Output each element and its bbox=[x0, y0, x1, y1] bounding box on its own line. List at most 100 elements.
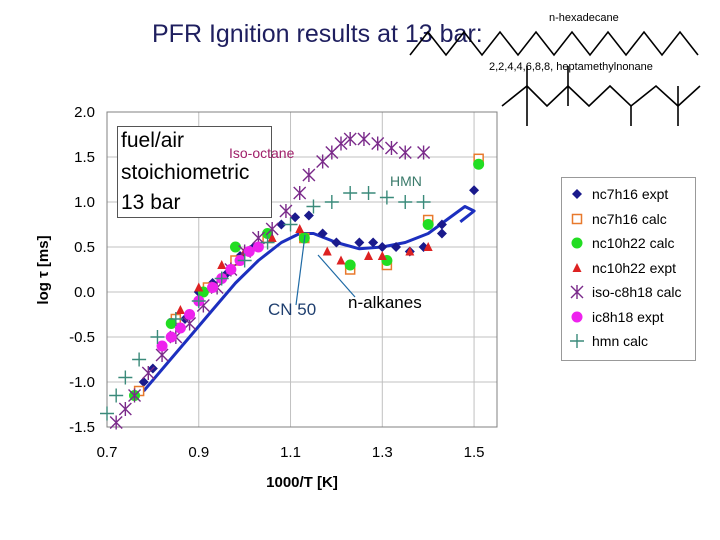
cn50-label: CN 50 bbox=[268, 300, 317, 319]
point-nc7h16_expt bbox=[391, 242, 402, 252]
point-nc10h22_expt bbox=[405, 246, 415, 256]
n-alkanes-pointer-line bbox=[317, 254, 356, 298]
y-tick-label: 1.5 bbox=[74, 149, 95, 166]
point-iso_c8h18_calc bbox=[302, 168, 316, 182]
legend-marker-plus bbox=[570, 334, 584, 348]
point-nc10h22_expt bbox=[194, 282, 204, 292]
point-iso_c8h18_calc bbox=[265, 222, 279, 236]
point-nc10h22_expt bbox=[175, 305, 185, 314]
conditions-line-fuel-air: fuel/air bbox=[121, 129, 185, 152]
conditions-line-stoichiometric: stoichiometric bbox=[121, 161, 250, 184]
point-nc10h22_calc bbox=[344, 259, 356, 271]
y-tick-label: -0.5 bbox=[69, 329, 95, 346]
point-ic8h18_expt bbox=[252, 241, 264, 253]
point-nc7h16_expt bbox=[303, 210, 314, 221]
legend-label: nc7h16 expt bbox=[592, 186, 669, 202]
point-nc7h16_expt bbox=[377, 242, 388, 252]
point-iso_c8h18_calc bbox=[293, 186, 307, 200]
point-nc7h16_expt bbox=[317, 228, 328, 239]
legend-item-nc7h16_calc: nc7h16 calc bbox=[568, 209, 667, 229]
series-iso_c8h18_calc bbox=[109, 132, 431, 430]
legend-item-ic8h18_expt: ic8h18 expt bbox=[568, 307, 664, 327]
point-hmn_calc bbox=[398, 195, 413, 209]
point-nc7h16_expt bbox=[436, 228, 447, 239]
point-hmn_calc bbox=[416, 195, 431, 209]
point-nc10h22_expt bbox=[423, 242, 433, 251]
point-nc7h16_expt bbox=[276, 219, 287, 230]
point-ic8h18_expt bbox=[156, 340, 168, 352]
point-ic8h18_expt bbox=[174, 322, 186, 334]
series-hmn_calc bbox=[100, 186, 431, 421]
point-nc7h16_expt bbox=[354, 237, 365, 248]
point-iso_c8h18_calc bbox=[417, 145, 431, 160]
point-nc10h22_expt bbox=[364, 251, 374, 260]
point-hmn_calc bbox=[379, 190, 394, 205]
point-nc10h22_calc bbox=[422, 219, 434, 230]
point-nc10h22_expt bbox=[377, 251, 387, 260]
point-nc10h22_expt bbox=[267, 233, 277, 242]
n-hexadecane-skeleton bbox=[409, 30, 699, 57]
point-hmn_calc bbox=[361, 186, 376, 200]
point-iso_c8h18_calc bbox=[371, 136, 385, 151]
legend-symbol bbox=[572, 189, 582, 199]
point-hmn_calc bbox=[260, 235, 275, 250]
heptamethylnonane-skeleton bbox=[501, 66, 701, 126]
point-nc10h22_expt bbox=[336, 255, 346, 265]
legend-marker-triangle bbox=[572, 262, 582, 272]
y-tick-label: 0.5 bbox=[74, 239, 95, 256]
point-nc10h22_calc bbox=[473, 158, 485, 170]
point-iso_c8h18_calc bbox=[118, 402, 132, 416]
point-nc10h22_expt bbox=[217, 260, 227, 269]
point-hmn_calc bbox=[214, 271, 229, 286]
point-hmn_calc bbox=[324, 195, 339, 209]
legend-item-nc10h22_expt: nc10h22 expt bbox=[568, 258, 676, 278]
point-ic8h18_expt bbox=[184, 309, 196, 320]
axis-ticks: 2.0 1.5 1.0 0.5 0.0 -0.5 -1.0 -1.50.7 0.9 1.1 1.3 1… bbox=[69, 104, 484, 461]
point-nc10h22_calc bbox=[229, 241, 241, 253]
point-iso_c8h18_calc bbox=[357, 132, 371, 146]
point-iso_c8h18_calc bbox=[398, 145, 412, 160]
legend-symbol bbox=[572, 262, 582, 272]
point-nc10h22_expt bbox=[295, 224, 305, 233]
point-iso_c8h18_calc bbox=[384, 141, 398, 155]
cn50-curve-layer bbox=[142, 205, 476, 392]
legend-label: hmn calc bbox=[592, 333, 649, 349]
legend-symbol bbox=[571, 237, 583, 249]
legend-marker-circle bbox=[571, 237, 583, 249]
point-hmn_calc bbox=[118, 370, 133, 385]
conditions-box: fuel/air stoichiometric 13 bar bbox=[117, 126, 272, 218]
y-tick-label: -1.0 bbox=[69, 374, 95, 391]
legend-item-nc7h16_expt: nc7h16 expt bbox=[568, 184, 668, 204]
cn50-curve bbox=[142, 205, 476, 392]
point-nc7h16_expt bbox=[290, 212, 301, 223]
molecule-label-heptamethylnonane: 2,2,4,4,6,8,8, heptamethylnonane bbox=[489, 61, 653, 73]
y-axis-title: log τ [ms] bbox=[35, 235, 52, 304]
plot-border bbox=[106, 111, 498, 428]
point-ic8h18_expt bbox=[207, 282, 219, 293]
legend-symbol bbox=[570, 285, 584, 299]
point-hmn_calc bbox=[109, 388, 124, 403]
chart-legend: nc7h16 expt nc7h16 calc nc10h22 calc nc10h2… bbox=[561, 177, 696, 361]
cn50-pointer-line bbox=[295, 234, 306, 306]
y-tick-label: 0.0 bbox=[74, 284, 95, 301]
x-tick-label: 1.3 bbox=[372, 444, 393, 461]
slide-title: PFR Ignition results at 13 bar: bbox=[152, 20, 483, 48]
point-nc7h16_expt bbox=[469, 185, 480, 196]
point-iso_c8h18_calc bbox=[279, 204, 293, 218]
legend-marker-circle bbox=[571, 311, 583, 322]
x-axis-title: 1000/T [K] bbox=[266, 474, 338, 491]
point-nc7h16_expt bbox=[368, 237, 379, 248]
point-ic8h18_expt bbox=[243, 246, 255, 257]
y-tick-label: 2.0 bbox=[74, 104, 95, 121]
point-iso_c8h18_calc bbox=[128, 388, 142, 403]
legend-label: iso-c8h18 calc bbox=[592, 284, 682, 300]
legend-item-hmn_calc: hmn calc bbox=[568, 331, 648, 351]
legend-label: ic8h18 expt bbox=[592, 308, 664, 325]
y-tick-label: -1.5 bbox=[69, 419, 95, 436]
point-nc7h16_expt bbox=[331, 237, 342, 248]
legend-label: nc10h22 expt bbox=[592, 259, 677, 276]
iso-octane-label: Iso-octane bbox=[229, 145, 295, 161]
point-hmn_calc bbox=[168, 312, 183, 326]
x-tick-label: 0.7 bbox=[97, 444, 118, 461]
legend-symbol bbox=[571, 213, 583, 224]
